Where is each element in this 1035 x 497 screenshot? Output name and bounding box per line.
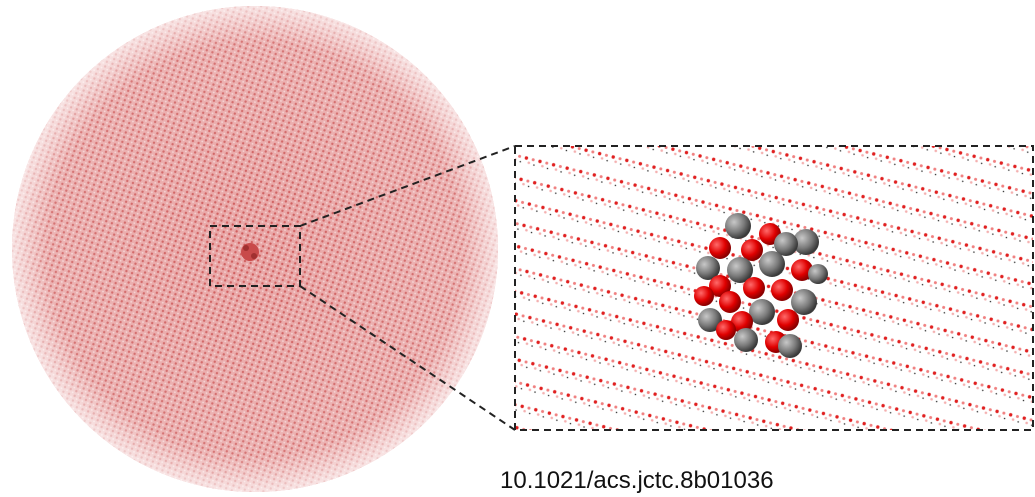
doi-caption: 10.1021/acs.jctc.8b01036	[500, 467, 774, 494]
small-cluster	[241, 243, 259, 261]
inset	[515, 146, 1033, 430]
page: 10.1021/acs.jctc.8b01036 (() => { const …	[0, 0, 1035, 497]
figure: 10.1021/acs.jctc.8b01036	[0, 0, 1035, 497]
